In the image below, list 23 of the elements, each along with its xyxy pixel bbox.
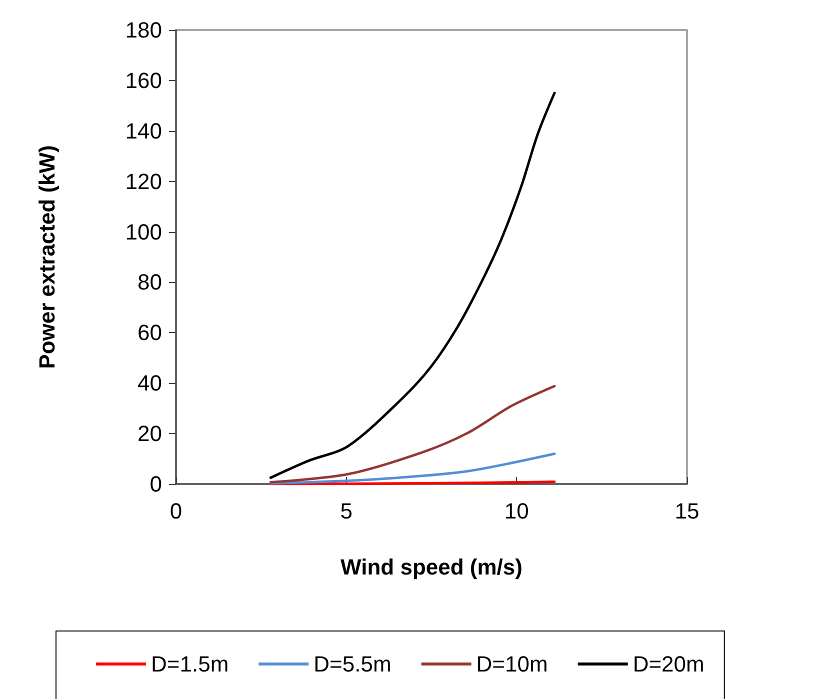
legend-label: D=20m	[632, 652, 704, 676]
y-tick-label: 100	[125, 219, 162, 244]
legend-label: D=10m	[476, 652, 548, 676]
legend-label: D=5.5m	[314, 652, 392, 676]
x-tick-label: 10	[504, 498, 529, 524]
x-tick-label: 0	[170, 498, 182, 524]
y-tick-label: 140	[125, 118, 162, 144]
y-tick-label: 60	[138, 320, 162, 346]
line-series	[269, 92, 556, 479]
y-tick-label: 20	[138, 421, 162, 446]
y-tick-label: 120	[125, 168, 162, 194]
y-tick-label: 180	[125, 18, 162, 42]
y-tick-label: 40	[138, 370, 162, 396]
y-tick-label: 160	[125, 68, 162, 93]
legend-label: D=1.5m	[151, 652, 229, 676]
line-series	[269, 452, 556, 485]
line-series	[269, 384, 556, 484]
y-axis-title: Power extracted (kW)	[34, 145, 60, 369]
y-tick-label: 0	[150, 472, 162, 496]
x-axis-title: Wind speed (m/s)	[340, 554, 522, 580]
y-tick-label: 80	[138, 270, 162, 295]
x-tick-label: 15	[674, 498, 700, 524]
x-tick-label: 5	[340, 498, 352, 524]
